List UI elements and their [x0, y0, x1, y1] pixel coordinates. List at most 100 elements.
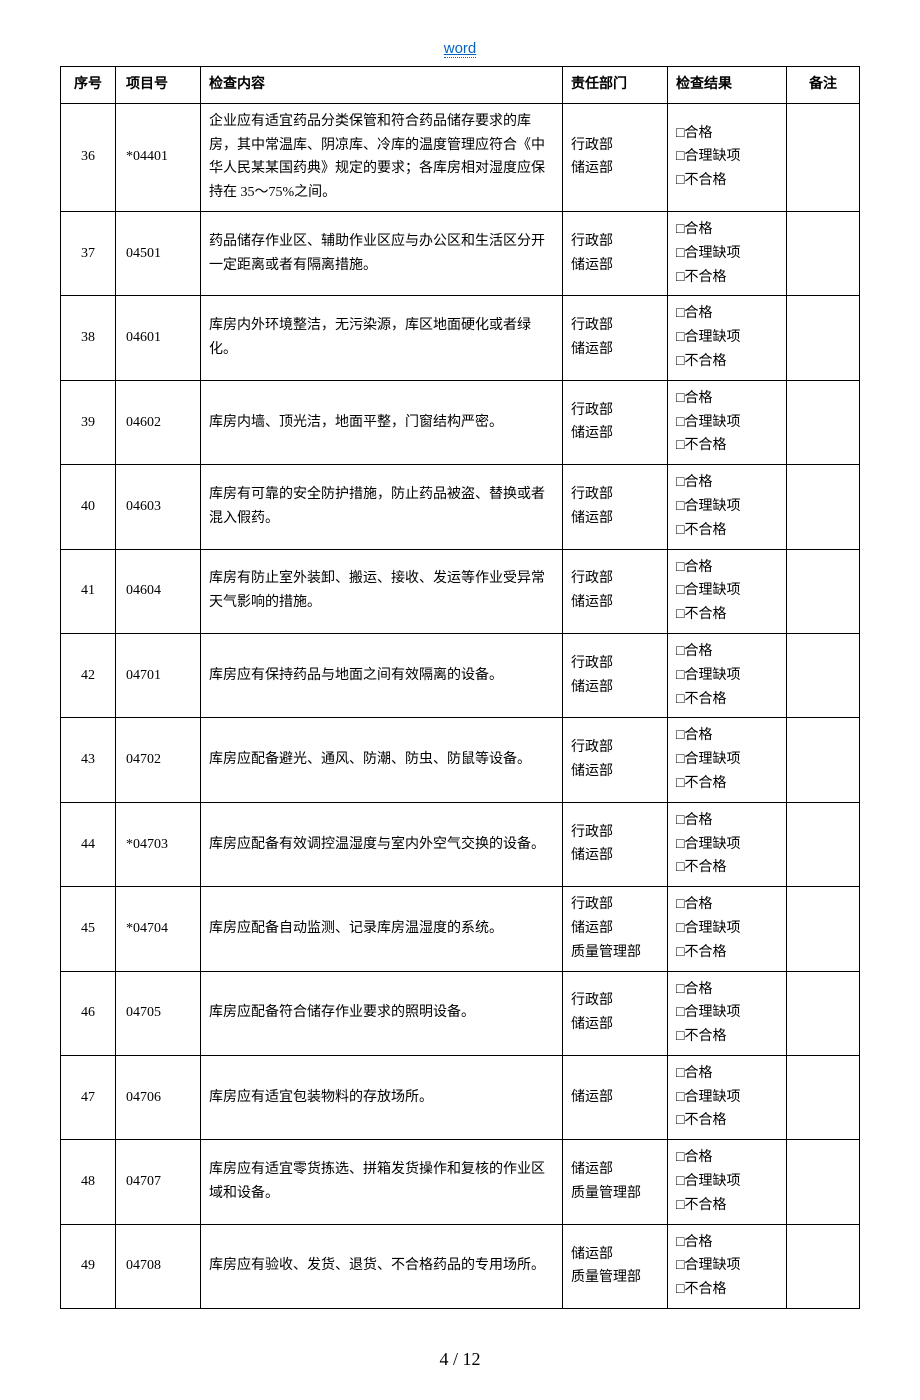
cell-result: □合格□合理缺项□不合格 — [668, 465, 787, 549]
page-sep: / — [453, 1349, 458, 1369]
cell-dept: 行政部储运部 — [563, 103, 668, 211]
cell-seq: 46 — [61, 971, 116, 1055]
table-row: 44*04703库房应配备有效调控温湿度与室内外空气交换的设备。行政部储运部□合… — [61, 802, 860, 886]
table-row: 4904708库房应有验收、发货、退货、不合格药品的专用场所。储运部质量管理部□… — [61, 1224, 860, 1308]
cell-dept: 行政部储运部 — [563, 465, 668, 549]
cell-item: 04706 — [116, 1055, 201, 1139]
cell-seq: 37 — [61, 211, 116, 295]
table-row: 45*04704库房应配备自动监测、记录库房温湿度的系统。行政部储运部质量管理部… — [61, 887, 860, 971]
cell-dept: 行政部储运部 — [563, 802, 668, 886]
cell-remark — [787, 971, 860, 1055]
cell-content: 药品储存作业区、辅助作业区应与办公区和生活区分开一定距离或者有隔离措施。 — [201, 211, 563, 295]
cell-remark — [787, 549, 860, 633]
cell-content: 库房有可靠的安全防护措施，防止药品被盗、替换或者混入假药。 — [201, 465, 563, 549]
cell-item: 04705 — [116, 971, 201, 1055]
cell-item: 04604 — [116, 549, 201, 633]
cell-dept: 行政部储运部 — [563, 296, 668, 380]
cell-remark — [787, 211, 860, 295]
cell-content: 库房有防止室外装卸、搬运、接收、发运等作业受异常天气影响的措施。 — [201, 549, 563, 633]
cell-dept: 行政部储运部质量管理部 — [563, 887, 668, 971]
cell-content: 库房内墙、顶光洁，地面平整，门窗结构严密。 — [201, 380, 563, 464]
table-row: 3804601库房内外环境整洁，无污染源，库区地面硬化或者绿化。行政部储运部□合… — [61, 296, 860, 380]
cell-item: 04601 — [116, 296, 201, 380]
cell-dept: 行政部储运部 — [563, 971, 668, 1055]
cell-remark — [787, 633, 860, 717]
cell-item: 04708 — [116, 1224, 201, 1308]
cell-seq: 40 — [61, 465, 116, 549]
cell-item: 04602 — [116, 380, 201, 464]
cell-result: □合格□合理缺项□不合格 — [668, 1055, 787, 1139]
th-remark: 备注 — [787, 67, 860, 104]
cell-dept: 行政部储运部 — [563, 718, 668, 802]
inspection-table: 序号 项目号 检查内容 责任部门 检查结果 备注 36*04401企业应有适宜药… — [60, 66, 860, 1309]
header-link-text: word — [444, 40, 477, 58]
table-row: 4604705库房应配备符合储存作业要求的照明设备。行政部储运部□合格□合理缺项… — [61, 971, 860, 1055]
cell-result: □合格□合理缺项□不合格 — [668, 802, 787, 886]
cell-dept: 行政部储运部 — [563, 380, 668, 464]
table-row: 4104604库房有防止室外装卸、搬运、接收、发运等作业受异常天气影响的措施。行… — [61, 549, 860, 633]
cell-dept: 储运部质量管理部 — [563, 1224, 668, 1308]
cell-remark — [787, 718, 860, 802]
cell-dept: 储运部 — [563, 1055, 668, 1139]
cell-content: 库房应配备有效调控温湿度与室内外空气交换的设备。 — [201, 802, 563, 886]
table-row: 36*04401企业应有适宜药品分类保管和符合药品储存要求的库房，其中常温库、阴… — [61, 103, 860, 211]
cell-remark — [787, 380, 860, 464]
th-result: 检查结果 — [668, 67, 787, 104]
cell-seq: 36 — [61, 103, 116, 211]
cell-seq: 41 — [61, 549, 116, 633]
cell-content: 库房应有适宜包装物料的存放场所。 — [201, 1055, 563, 1139]
cell-seq: 48 — [61, 1140, 116, 1224]
cell-seq: 45 — [61, 887, 116, 971]
table-row: 4704706库房应有适宜包装物料的存放场所。储运部□合格□合理缺项□不合格 — [61, 1055, 860, 1139]
cell-content: 库房应有验收、发货、退货、不合格药品的专用场所。 — [201, 1224, 563, 1308]
table-row: 4004603库房有可靠的安全防护措施，防止药品被盗、替换或者混入假药。行政部储… — [61, 465, 860, 549]
page-number: 4 / 12 — [60, 1349, 860, 1370]
cell-content: 库房内外环境整洁，无污染源，库区地面硬化或者绿化。 — [201, 296, 563, 380]
cell-result: □合格□合理缺项□不合格 — [668, 971, 787, 1055]
cell-dept: 行政部储运部 — [563, 633, 668, 717]
page-current: 4 — [439, 1349, 448, 1369]
cell-result: □合格□合理缺项□不合格 — [668, 1140, 787, 1224]
table-row: 4304702库房应配备避光、通风、防潮、防虫、防鼠等设备。行政部储运部□合格□… — [61, 718, 860, 802]
cell-result: □合格□合理缺项□不合格 — [668, 211, 787, 295]
cell-result: □合格□合理缺项□不合格 — [668, 549, 787, 633]
cell-seq: 49 — [61, 1224, 116, 1308]
cell-seq: 39 — [61, 380, 116, 464]
cell-result: □合格□合理缺项□不合格 — [668, 633, 787, 717]
cell-item: 04701 — [116, 633, 201, 717]
table-row: 3904602库房内墙、顶光洁，地面平整，门窗结构严密。行政部储运部□合格□合理… — [61, 380, 860, 464]
cell-result: □合格□合理缺项□不合格 — [668, 103, 787, 211]
th-item: 项目号 — [116, 67, 201, 104]
cell-result: □合格□合理缺项□不合格 — [668, 1224, 787, 1308]
table-row: 4804707库房应有适宜零货拣选、拼箱发货操作和复核的作业区域和设备。储运部质… — [61, 1140, 860, 1224]
cell-seq: 42 — [61, 633, 116, 717]
cell-seq: 38 — [61, 296, 116, 380]
cell-content: 企业应有适宜药品分类保管和符合药品储存要求的库房，其中常温库、阴凉库、冷库的温度… — [201, 103, 563, 211]
cell-result: □合格□合理缺项□不合格 — [668, 887, 787, 971]
table-row: 4204701库房应有保持药品与地面之间有效隔离的设备。行政部储运部□合格□合理… — [61, 633, 860, 717]
table-row: 3704501药品储存作业区、辅助作业区应与办公区和生活区分开一定距离或者有隔离… — [61, 211, 860, 295]
header-link: word — [60, 40, 860, 58]
cell-dept: 行政部储运部 — [563, 549, 668, 633]
cell-item: 04501 — [116, 211, 201, 295]
cell-remark — [787, 887, 860, 971]
cell-remark — [787, 465, 860, 549]
cell-seq: 43 — [61, 718, 116, 802]
cell-remark — [787, 1055, 860, 1139]
cell-seq: 47 — [61, 1055, 116, 1139]
page-total: 12 — [463, 1349, 481, 1369]
cell-dept: 行政部储运部 — [563, 211, 668, 295]
cell-remark — [787, 296, 860, 380]
cell-content: 库房应有保持药品与地面之间有效隔离的设备。 — [201, 633, 563, 717]
cell-content: 库房应配备自动监测、记录库房温湿度的系统。 — [201, 887, 563, 971]
cell-item: *04703 — [116, 802, 201, 886]
cell-item: 04603 — [116, 465, 201, 549]
table-header-row: 序号 项目号 检查内容 责任部门 检查结果 备注 — [61, 67, 860, 104]
cell-content: 库房应配备避光、通风、防潮、防虫、防鼠等设备。 — [201, 718, 563, 802]
cell-result: □合格□合理缺项□不合格 — [668, 296, 787, 380]
cell-item: 04707 — [116, 1140, 201, 1224]
cell-result: □合格□合理缺项□不合格 — [668, 380, 787, 464]
cell-content: 库房应有适宜零货拣选、拼箱发货操作和复核的作业区域和设备。 — [201, 1140, 563, 1224]
cell-content: 库房应配备符合储存作业要求的照明设备。 — [201, 971, 563, 1055]
cell-remark — [787, 1224, 860, 1308]
